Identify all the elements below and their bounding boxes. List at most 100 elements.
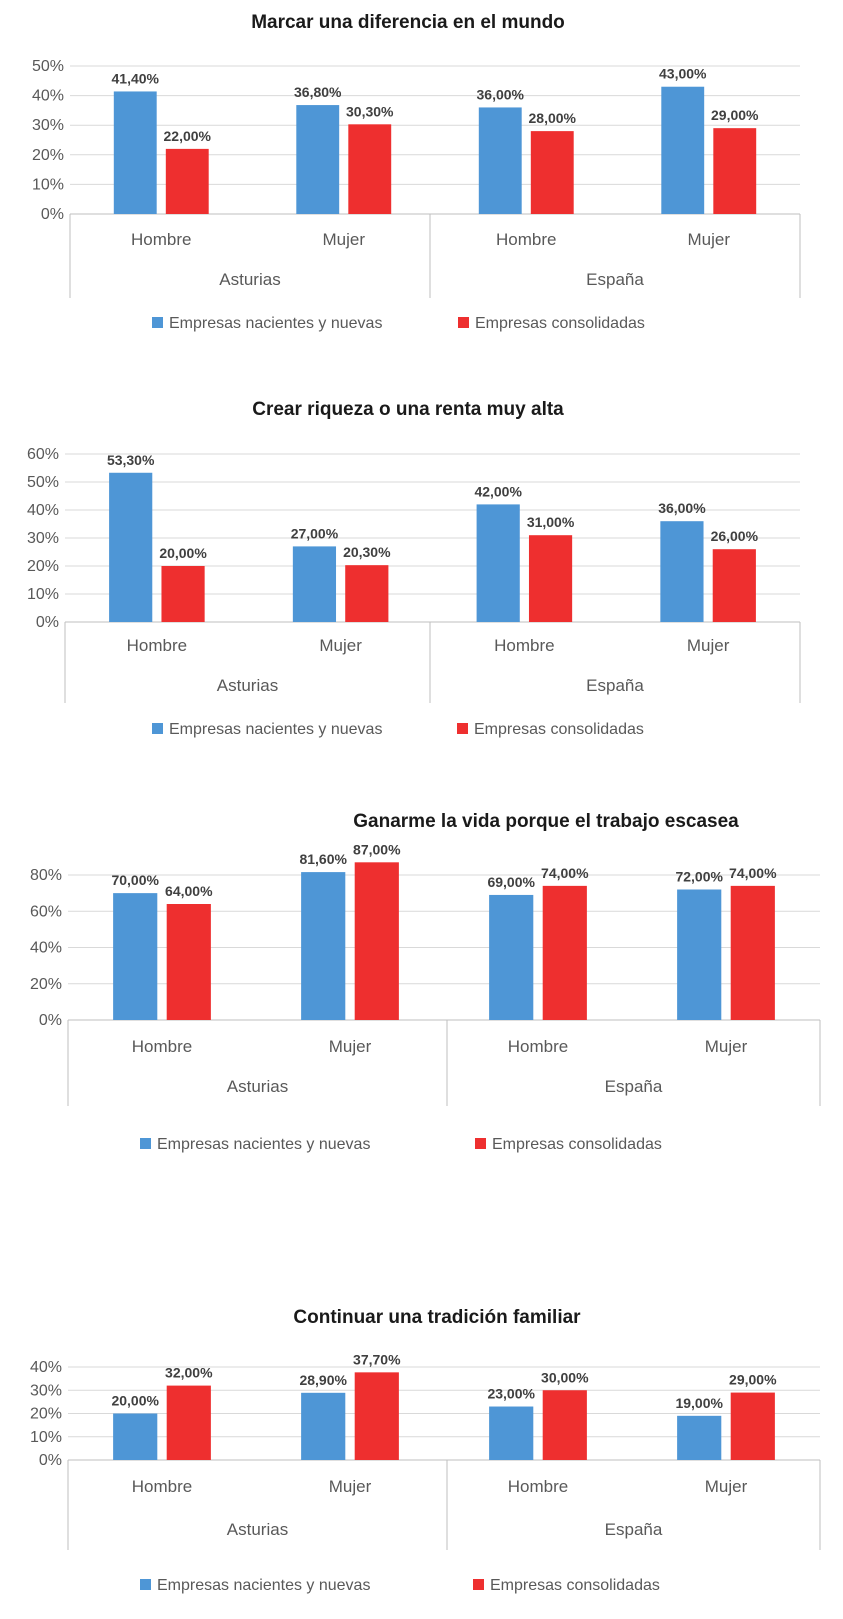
- data-label: 20,30%: [343, 544, 391, 560]
- x-group-label: Asturias: [227, 1077, 288, 1096]
- bar-consolidadas: [165, 148, 209, 214]
- data-label: 20,00%: [159, 545, 207, 561]
- y-tick-label: 40%: [27, 502, 59, 519]
- x-category-label: Mujer: [687, 230, 730, 249]
- bar-nacientes: [113, 893, 158, 1020]
- x-category-label: Hombre: [496, 230, 556, 249]
- bar-nacientes: [660, 521, 704, 622]
- chart-title: Crear riqueza o una renta muy alta: [252, 399, 564, 420]
- data-label: 22,00%: [164, 128, 212, 144]
- x-group-label: Asturias: [227, 1520, 288, 1539]
- data-label: 20,00%: [111, 1393, 159, 1409]
- x-category-label: Mujer: [705, 1037, 748, 1056]
- data-label: 29,00%: [729, 1372, 777, 1388]
- bar-consolidadas: [166, 904, 211, 1020]
- y-tick-label: 10%: [32, 176, 64, 193]
- bar-consolidadas: [730, 1392, 775, 1460]
- bar-consolidadas: [528, 535, 573, 622]
- x-category-label: Hombre: [132, 1037, 192, 1056]
- legend-label: Empresas nacientes y nuevas: [157, 1577, 370, 1594]
- x-category-label: Mujer: [319, 636, 362, 655]
- legend-swatch: [473, 1579, 484, 1590]
- x-group-label: España: [605, 1077, 663, 1096]
- bar-consolidadas: [345, 565, 389, 622]
- y-tick-label: 30%: [27, 530, 59, 547]
- legend-swatch: [458, 317, 469, 328]
- x-category-label: Mujer: [687, 636, 730, 655]
- data-label: 74,00%: [729, 865, 777, 881]
- chart-title: Continuar una tradición familiar: [293, 1307, 581, 1328]
- y-tick-label: 40%: [30, 940, 62, 957]
- bar-nacientes: [677, 889, 722, 1020]
- data-label: 81,60%: [299, 851, 347, 867]
- data-label: 69,00%: [487, 874, 535, 890]
- x-category-label: Mujer: [329, 1037, 372, 1056]
- x-category-label: Hombre: [132, 1477, 192, 1496]
- y-tick-label: 10%: [27, 586, 59, 603]
- y-tick-label: 0%: [39, 1012, 62, 1029]
- chart-title: Ganarme la vida porque el trabajo escase…: [353, 811, 739, 832]
- legend-label: Empresas consolidadas: [474, 721, 644, 738]
- y-tick-label: 60%: [27, 446, 59, 463]
- bar-nacientes: [301, 872, 346, 1020]
- bar-consolidadas: [713, 128, 757, 214]
- x-category-label: Hombre: [127, 636, 187, 655]
- data-label: 36,00%: [477, 86, 525, 102]
- x-category-label: Mujer: [329, 1477, 372, 1496]
- bar-nacientes: [489, 894, 534, 1020]
- bar-consolidadas: [530, 131, 574, 214]
- y-tick-label: 20%: [30, 976, 62, 993]
- x-group-label: España: [586, 270, 644, 289]
- y-tick-label: 40%: [30, 1359, 62, 1376]
- data-label: 36,80%: [294, 84, 342, 100]
- data-label: 42,00%: [474, 483, 522, 499]
- y-tick-label: 20%: [32, 147, 64, 164]
- bar-consolidadas: [161, 566, 205, 622]
- bar-nacientes: [109, 472, 153, 622]
- data-label: 87,00%: [353, 841, 401, 857]
- chart-1: Marcar una diferencia en el mundo 0% 10% 20…: [32, 12, 801, 332]
- chart-4: Continuar una tradición familiar 0% 10% 20%…: [30, 1307, 821, 1594]
- data-label: 27,00%: [291, 525, 339, 541]
- data-label: 23,00%: [487, 1386, 535, 1402]
- data-label: 64,00%: [165, 883, 213, 899]
- data-label: 28,90%: [299, 1372, 347, 1388]
- chart-2: Crear riqueza o una renta muy alta 0% 10% 2…: [27, 399, 801, 738]
- x-category-label: Mujer: [705, 1477, 748, 1496]
- y-tick-label: 50%: [27, 474, 59, 491]
- legend-swatch: [152, 317, 163, 328]
- data-label: 30,30%: [346, 103, 394, 119]
- bar-consolidadas: [542, 1390, 587, 1460]
- x-group-label: España: [605, 1520, 663, 1539]
- y-tick-label: 30%: [32, 117, 64, 134]
- data-label: 31,00%: [527, 514, 575, 530]
- bar-consolidadas: [354, 862, 399, 1020]
- data-label: 26,00%: [711, 528, 759, 544]
- y-tick-label: 50%: [32, 58, 64, 75]
- y-tick-label: 40%: [32, 88, 64, 105]
- legend-label: Empresas consolidadas: [490, 1577, 660, 1594]
- data-label: 32,00%: [165, 1365, 213, 1381]
- bar-consolidadas: [354, 1372, 399, 1460]
- data-label: 74,00%: [541, 865, 589, 881]
- x-group-label: Asturias: [219, 270, 280, 289]
- data-label: 30,00%: [541, 1369, 589, 1385]
- bar-nacientes: [661, 86, 705, 214]
- bar-nacientes: [301, 1392, 346, 1460]
- data-label: 41,40%: [112, 70, 160, 86]
- bar-consolidadas: [348, 124, 392, 214]
- y-tick-label: 60%: [30, 903, 62, 920]
- legend-label: Empresas consolidadas: [492, 1136, 662, 1153]
- y-tick-label: 0%: [39, 1452, 62, 1469]
- bar-nacientes: [478, 107, 522, 214]
- y-tick-label: 30%: [30, 1382, 62, 1399]
- y-tick-label: 20%: [27, 558, 59, 575]
- y-tick-label: 80%: [30, 867, 62, 884]
- y-tick-label: 0%: [41, 206, 64, 223]
- data-label: 36,00%: [658, 500, 706, 516]
- legend-label: Empresas consolidadas: [475, 315, 645, 332]
- bar-consolidadas: [166, 1385, 211, 1460]
- bar-consolidadas: [542, 885, 587, 1020]
- bar-nacientes: [113, 1413, 158, 1460]
